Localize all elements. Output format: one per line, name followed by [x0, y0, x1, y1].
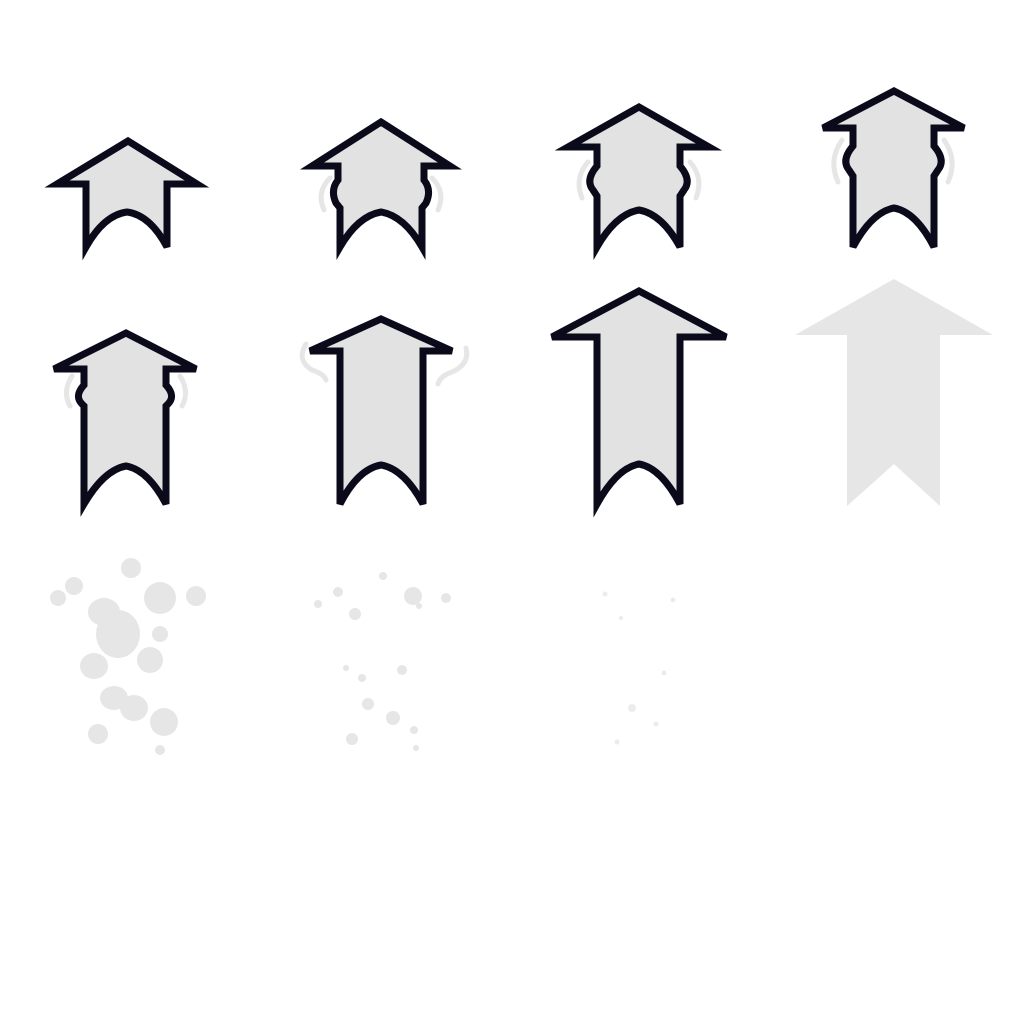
particle [602, 591, 608, 597]
arrow-frame-5 [52, 329, 198, 517]
particle [661, 670, 667, 676]
arrow-up-icon [821, 87, 966, 249]
particle [653, 721, 659, 727]
particle [120, 695, 148, 721]
arrow-frame-2 [300, 117, 462, 260]
particle [362, 698, 374, 710]
arrow-frame-1 [44, 136, 210, 261]
particle [628, 704, 636, 712]
particle [186, 586, 206, 606]
arrow-frame-6 [299, 315, 470, 506]
particle [343, 665, 349, 671]
motion-ghost-left [831, 137, 845, 185]
particle [386, 711, 400, 725]
particle [80, 653, 108, 679]
particle [155, 745, 165, 755]
motion-ghost-right [435, 345, 470, 387]
particles-frame-9 [50, 558, 206, 755]
particle [144, 582, 176, 614]
motion-ghost-right [687, 159, 702, 201]
arrow-frame-7 [550, 287, 728, 518]
arrow-up-icon [52, 329, 198, 517]
particle [121, 558, 141, 578]
particle [670, 597, 676, 603]
particle [404, 587, 422, 605]
particle [50, 590, 66, 606]
motion-ghost-left [299, 341, 329, 383]
particle [346, 733, 358, 745]
arrow-silhouette-icon [795, 279, 993, 506]
motion-ghost-left [576, 159, 591, 201]
arrow-up-icon [44, 136, 210, 261]
arrow-up-icon [300, 117, 462, 260]
particle [397, 665, 407, 675]
motion-ghost-left [64, 373, 75, 409]
arrow-up-icon [550, 287, 728, 518]
particles-frame-11 [602, 591, 676, 745]
particle [416, 603, 422, 609]
motion-ghost-right [429, 175, 444, 213]
particle [441, 593, 451, 603]
particle [358, 674, 366, 682]
particle [619, 616, 623, 620]
particle [614, 739, 620, 745]
particle [96, 610, 140, 658]
motion-ghost-right [941, 137, 955, 185]
particle [410, 726, 418, 734]
motion-ghost-right [177, 373, 188, 409]
particle [88, 724, 108, 744]
particle [413, 745, 419, 751]
particles-frame-10 [314, 572, 451, 751]
arrow-frame-4 [821, 87, 966, 249]
particle [65, 577, 83, 595]
arrow-up-icon [554, 102, 723, 261]
particle [333, 587, 343, 597]
motion-ghost-left [318, 175, 333, 213]
particle [150, 708, 178, 736]
particle [349, 608, 361, 620]
particle [314, 600, 322, 608]
particle [379, 572, 387, 580]
arrow-frame-8 [795, 279, 993, 506]
arrow-up-icon [308, 315, 454, 506]
arrow-frame-3 [554, 102, 723, 261]
particle [152, 626, 168, 642]
particle [137, 647, 163, 673]
